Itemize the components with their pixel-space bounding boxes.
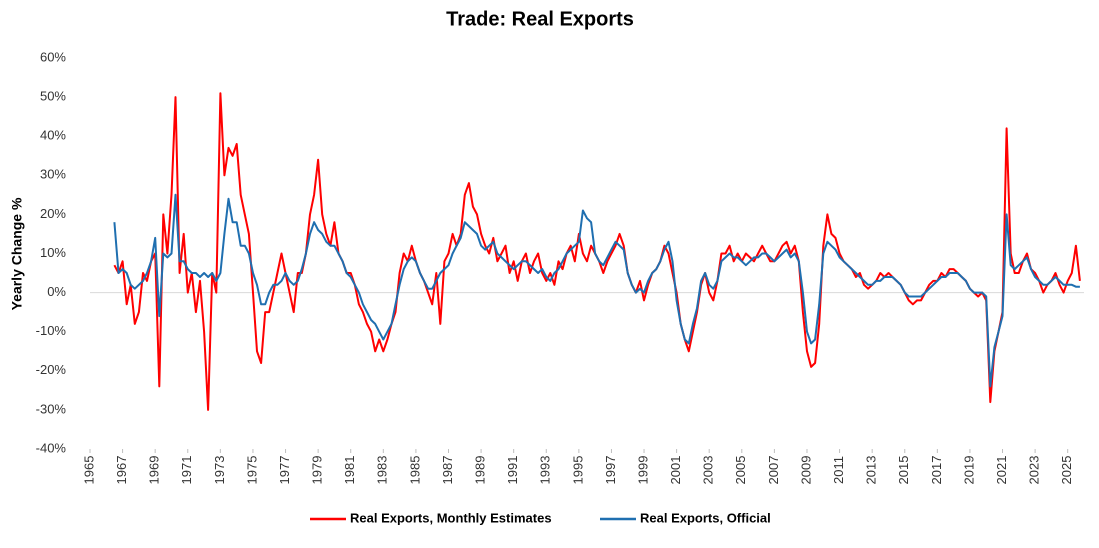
x-tick-label: 2003 bbox=[701, 456, 716, 485]
x-tick-label: 1983 bbox=[375, 456, 390, 485]
y-tick-label: 40% bbox=[40, 128, 66, 143]
x-tick-label: 1995 bbox=[570, 456, 585, 485]
y-tick-label: 0% bbox=[47, 284, 66, 299]
x-tick-label: 1977 bbox=[277, 456, 292, 485]
y-tick-label: -20% bbox=[36, 362, 67, 377]
y-tick-label: -30% bbox=[36, 401, 67, 416]
x-tick-label: 1987 bbox=[440, 456, 455, 485]
x-tick-label: 1985 bbox=[407, 456, 422, 485]
x-tick-label: 1989 bbox=[473, 456, 488, 485]
y-tick-label: -40% bbox=[36, 440, 67, 455]
x-tick-label: 2023 bbox=[1027, 456, 1042, 485]
x-tick-label: 2013 bbox=[864, 456, 879, 485]
x-tick-label: 1975 bbox=[244, 456, 259, 485]
x-tick-label: 2019 bbox=[961, 456, 976, 485]
x-tick-label: 1991 bbox=[505, 456, 520, 485]
x-tick-label: 2021 bbox=[994, 456, 1009, 485]
x-tick-label: 2001 bbox=[668, 456, 683, 485]
legend-label: Real Exports, Official bbox=[640, 510, 771, 525]
x-tick-label: 1971 bbox=[179, 456, 194, 485]
y-tick-label: 20% bbox=[40, 206, 66, 221]
legend-label: Real Exports, Monthly Estimates bbox=[350, 510, 552, 525]
y-tick-label: 50% bbox=[40, 89, 66, 104]
chart-title: Trade: Real Exports bbox=[446, 8, 634, 30]
x-tick-label: 2017 bbox=[929, 456, 944, 485]
x-tick-label: 1997 bbox=[603, 456, 618, 485]
y-tick-label: 10% bbox=[40, 245, 66, 260]
y-tick-label: -10% bbox=[36, 323, 67, 338]
x-tick-label: 1973 bbox=[212, 456, 227, 485]
x-tick-label: 1965 bbox=[81, 456, 96, 485]
x-tick-label: 1979 bbox=[310, 456, 325, 485]
x-tick-label: 1993 bbox=[538, 456, 553, 485]
y-tick-label: 60% bbox=[40, 49, 66, 64]
x-tick-label: 1967 bbox=[114, 456, 129, 485]
x-tick-label: 2009 bbox=[798, 456, 813, 485]
x-tick-label: 1999 bbox=[635, 456, 650, 485]
series-line bbox=[113, 92, 1081, 411]
x-tick-label: 2015 bbox=[896, 456, 911, 485]
x-tick-label: 1981 bbox=[342, 456, 357, 485]
x-tick-label: 2005 bbox=[733, 456, 748, 485]
x-tick-label: 1969 bbox=[147, 456, 162, 485]
series-line bbox=[113, 193, 1080, 388]
x-tick-label: 2025 bbox=[1059, 456, 1074, 485]
x-tick-label: 2011 bbox=[831, 456, 846, 484]
x-tick-label: 2007 bbox=[766, 456, 781, 485]
y-tick-label: 30% bbox=[40, 167, 66, 182]
y-axis-title: Yearly Change % bbox=[9, 197, 25, 310]
